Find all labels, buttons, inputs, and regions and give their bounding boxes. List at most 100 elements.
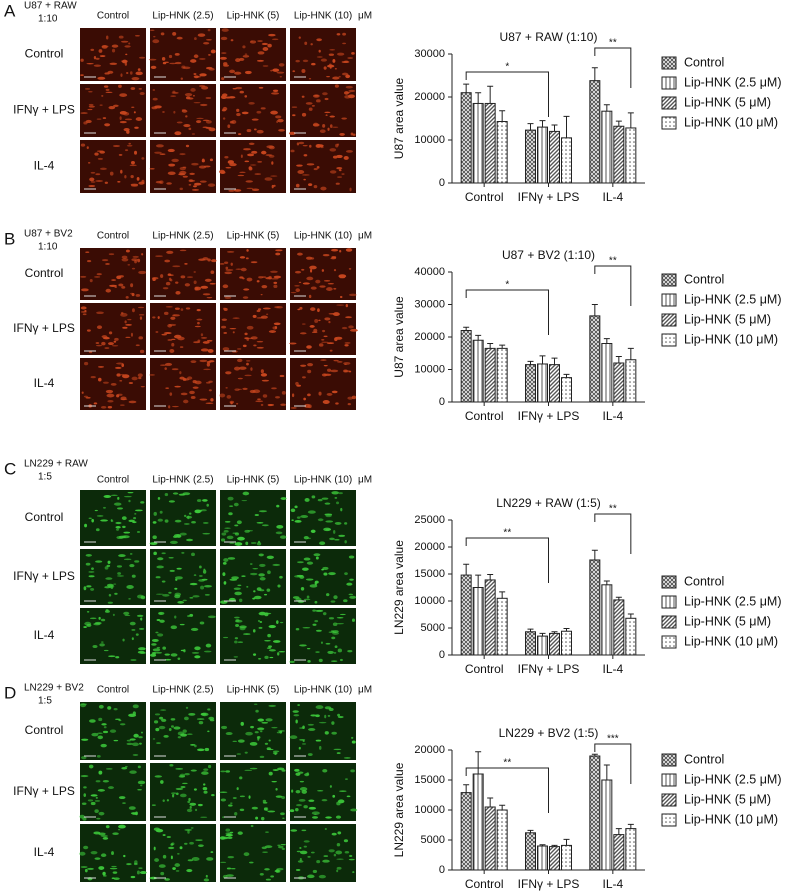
cell [170, 625, 178, 630]
cell [102, 506, 106, 509]
cell [167, 274, 174, 276]
cell [132, 521, 137, 524]
cell [277, 118, 284, 123]
cell [325, 642, 331, 645]
cell [200, 285, 209, 289]
cell [336, 166, 343, 170]
cell [300, 586, 305, 591]
cell [162, 593, 170, 597]
cell [176, 534, 182, 538]
cell [185, 706, 189, 709]
cell [196, 117, 204, 120]
cell [194, 509, 202, 514]
cell [221, 725, 228, 730]
cell [206, 339, 213, 342]
cell [204, 747, 210, 752]
cell [256, 280, 260, 283]
cell [303, 178, 306, 181]
cell [130, 659, 137, 661]
cell [185, 307, 191, 310]
cell [299, 332, 307, 335]
row-label: IL-4 [34, 628, 55, 642]
cell [83, 793, 87, 797]
cell [235, 624, 240, 627]
cell [262, 394, 268, 398]
cell [298, 799, 306, 802]
cell [230, 802, 233, 804]
cell [181, 65, 186, 69]
cell [134, 513, 137, 515]
significance-bracket [594, 265, 632, 306]
column-header: Lip-HNK (5) [227, 685, 280, 696]
cell [328, 53, 335, 56]
cell [322, 768, 328, 773]
cell [180, 733, 188, 737]
cell [348, 858, 355, 861]
cell [162, 287, 169, 290]
cell [303, 397, 306, 401]
cell [200, 585, 205, 590]
cell [199, 180, 207, 183]
cell [131, 76, 140, 81]
cell [140, 731, 144, 734]
cell [245, 180, 253, 183]
cell [121, 767, 128, 770]
cell [230, 868, 236, 870]
cell [108, 593, 112, 597]
cell [321, 568, 325, 571]
cell [139, 56, 146, 59]
cell [164, 492, 169, 497]
error-bar [563, 838, 570, 846]
cell [100, 167, 107, 171]
significance-label: ** [609, 256, 617, 267]
cell [105, 825, 110, 829]
cell [245, 731, 253, 736]
cell [127, 264, 131, 266]
cell [250, 725, 254, 729]
error-bar [615, 356, 622, 363]
bar [537, 635, 548, 656]
cell [182, 175, 188, 178]
cell [339, 132, 345, 136]
cell [113, 739, 119, 742]
cell [307, 510, 316, 514]
column-header: Lip-HNK (2.5) [152, 475, 213, 486]
error-bar [463, 326, 470, 331]
cell [164, 653, 170, 656]
bar [537, 363, 548, 403]
bar [496, 347, 508, 403]
cell [344, 778, 348, 780]
condition-label: LN229 + BV2 [24, 683, 84, 694]
cell [276, 731, 280, 734]
cell [138, 736, 143, 739]
cell [271, 780, 277, 783]
cell [160, 274, 164, 279]
cell [221, 28, 229, 32]
column-header: Lip-HNK (2.5) [152, 11, 213, 22]
cell [96, 325, 103, 330]
y-tick-label: 10000 [414, 134, 445, 146]
cell [188, 179, 196, 182]
cell [171, 368, 179, 371]
cell [242, 45, 246, 49]
cell [194, 325, 201, 328]
cell [227, 836, 233, 840]
cell [228, 804, 233, 807]
cell [322, 566, 329, 570]
cell [224, 156, 229, 159]
cell [161, 580, 166, 583]
cell [324, 97, 329, 101]
legend-label: Control [684, 752, 724, 766]
cell [249, 861, 254, 864]
cell [111, 44, 119, 48]
cell [114, 366, 122, 369]
cell [241, 575, 246, 577]
cell [334, 337, 338, 342]
cell [224, 261, 229, 264]
row-label: IL-4 [34, 159, 55, 173]
row-label: IFNγ + LPS [13, 103, 75, 117]
cell [337, 713, 341, 717]
cell [260, 403, 264, 407]
cell [162, 646, 166, 650]
cell [116, 565, 123, 568]
